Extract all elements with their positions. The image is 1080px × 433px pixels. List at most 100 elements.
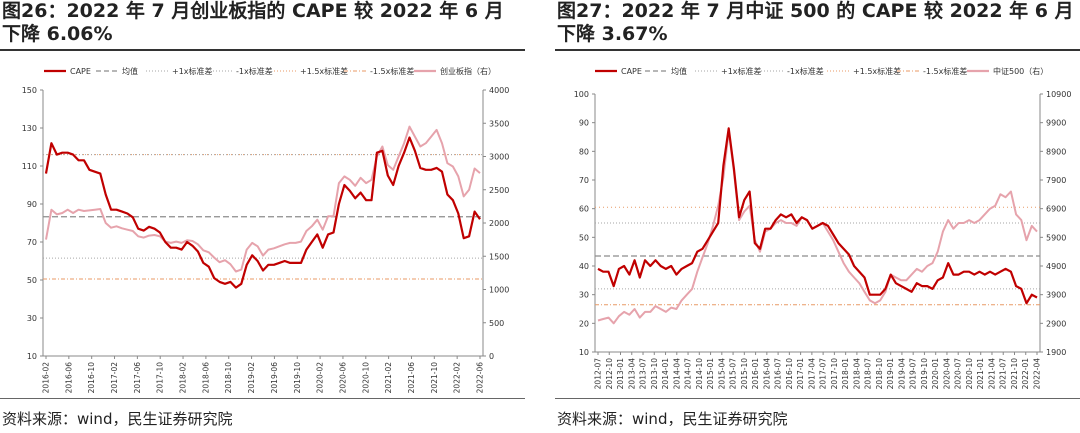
x-tick-label: 2015-01 (706, 358, 715, 390)
x-tick-label: 2018-04 (852, 358, 861, 390)
x-tick-label: 2020-01 (931, 358, 940, 390)
legend-label-minus1: -1x标准差 (787, 66, 824, 76)
left-y-tick-label: 30 (27, 314, 37, 323)
right-y-tick-label: 3900 (1046, 291, 1066, 300)
series-line-index (597, 130, 1038, 325)
left-y-tick-label: 20 (579, 319, 589, 328)
x-tick-label: 2021-02 (384, 362, 393, 394)
x-tick-label: 2021-07 (999, 358, 1008, 390)
x-tick-label: 2021-06 (407, 362, 416, 394)
right-y-tick-label: 500 (489, 319, 504, 328)
right-y-tick-label: 2500 (489, 186, 509, 195)
x-tick-label: 2020-02 (316, 362, 325, 394)
x-tick-label: 2019-06 (270, 362, 279, 394)
chart-title-left: 图26：2022 年 7 月创业板指的 CAPE 较 2022 年 6 月下降 … (2, 0, 504, 45)
x-tick-label: 2019-10 (920, 358, 929, 390)
x-tick-label: 2019-02 (247, 362, 256, 394)
left-y-tick-label: 90 (27, 200, 37, 209)
source-note-right: 资料来源：wind，民生证券研究院 (557, 410, 788, 428)
legend-label-mean: 均值 (671, 66, 687, 76)
x-tick-label: 2018-10 (224, 362, 233, 394)
x-tick-label: 2020-06 (338, 362, 347, 394)
left-y-tick-label: 10 (579, 348, 589, 357)
right-y-tick-label: 8900 (1046, 147, 1066, 156)
series-line-cape (597, 127, 1038, 305)
left-y-tick-label: 100 (574, 90, 589, 99)
title-divider (555, 49, 1080, 51)
x-tick-label: 2016-07 (774, 358, 783, 390)
x-tick-label: 2013-10 (650, 358, 659, 390)
left-y-tick-label: 150 (22, 86, 37, 95)
right-y-tick-label: 1000 (489, 286, 509, 295)
x-tick-label: 2020-10 (965, 358, 974, 390)
x-tick-label: 2019-07 (909, 358, 918, 390)
x-tick-label: 2022-04 (1033, 358, 1042, 390)
x-tick-label: 2016-01 (751, 358, 760, 390)
right-y-tick-label: 1500 (489, 252, 509, 261)
legend-label-minus1: -1x标准差 (236, 66, 273, 76)
x-tick-label: 2014-10 (695, 358, 704, 390)
x-tick-label: 2017-06 (133, 362, 142, 394)
x-tick-label: 2018-10 (875, 358, 884, 390)
right-y-tick-label: 9900 (1046, 119, 1066, 128)
left-y-tick-label: 10 (27, 352, 37, 361)
x-tick-label: 2017-01 (796, 358, 805, 390)
source-divider (555, 398, 1080, 399)
title-divider (0, 49, 525, 51)
left-y-tick-label: 30 (579, 291, 589, 300)
source-note-left: 资料来源：wind，民生证券研究院 (2, 410, 233, 428)
left-y-tick-label: 130 (22, 124, 37, 133)
right-y-tick-label: 4900 (1046, 262, 1066, 271)
x-tick-label: 2013-07 (639, 358, 648, 390)
x-tick-label: 2013-01 (616, 358, 625, 390)
x-tick-label: 2018-01 (841, 358, 850, 390)
x-tick-label: 2019-04 (897, 358, 906, 390)
plot-area-left: CAPE 均值 +1x标准差 -1x标准差 +1.5x标准差 -1.5x标准差 创业板指（右… (0, 52, 525, 396)
x-tick-label: 2016-10 (87, 362, 96, 394)
chart-title-right: 图27：2022 年 7 月中证 500 的 CAPE 较 2022 年 6 月… (557, 0, 1074, 45)
x-tick-label: 2021-04 (987, 358, 996, 390)
chart-panel-right: 图27：2022 年 7 月中证 500 的 CAPE 较 2022 年 6 月… (555, 0, 1080, 433)
right-y-tick-label: 2000 (489, 219, 509, 228)
legend-label-mean: 均值 (122, 66, 138, 76)
legend-label-cape: CAPE (70, 67, 91, 76)
legend-label-cape: CAPE (621, 67, 642, 76)
right-y-tick-label: 0 (489, 352, 494, 361)
x-tick-label: 2019-01 (886, 358, 895, 390)
legend-label-idx: 中证500（右） (993, 66, 1048, 76)
right-y-tick-label: 7900 (1046, 176, 1066, 185)
series-line-index (45, 125, 481, 273)
right-y-tick-label: 5900 (1046, 233, 1066, 242)
x-tick-label: 2015-04 (717, 358, 726, 390)
right-y-tick-label: 3000 (489, 153, 509, 162)
series-line-cape (44, 136, 481, 289)
x-tick-label: 2018-07 (864, 358, 873, 390)
x-tick-label: 2020-07 (954, 358, 963, 390)
x-tick-label: 2012-10 (605, 358, 614, 390)
right-y-tick-label: 6900 (1046, 205, 1066, 214)
x-tick-label: 2021-01 (976, 358, 985, 390)
legend-label-minus15: -1.5x标准差 (370, 66, 414, 76)
x-tick-label: 2016-04 (762, 358, 771, 390)
left-y-tick-label: 110 (22, 162, 37, 171)
x-tick-label: 2022-02 (453, 362, 462, 394)
left-y-tick-label: 90 (579, 119, 589, 128)
legend-label-plus1: +1x标准差 (172, 66, 213, 76)
x-tick-label: 2014-07 (684, 358, 693, 390)
left-y-tick-label: 40 (579, 262, 589, 271)
left-y-tick-label: 70 (27, 238, 37, 247)
left-y-tick-label: 70 (579, 176, 589, 185)
right-y-tick-label: 10900 (1046, 90, 1071, 99)
legend-label-minus15: -1.5x标准差 (923, 66, 967, 76)
left-y-tick-label: 80 (579, 147, 589, 156)
right-y-tick-label: 1900 (1046, 348, 1066, 357)
left-y-tick-label: 60 (579, 205, 589, 214)
x-tick-label: 2019-10 (293, 362, 302, 394)
legend-label-idx: 创业板指（右） (440, 66, 496, 76)
x-tick-label: 2022-06 (476, 362, 485, 394)
x-tick-label: 2022-01 (1021, 358, 1030, 390)
legend-label-plus1: +1x标准差 (721, 66, 762, 76)
x-tick-label: 2014-04 (672, 358, 681, 390)
chart-panel-left: 图26：2022 年 7 月创业板指的 CAPE 较 2022 年 6 月下降 … (0, 0, 525, 433)
source-divider (0, 398, 525, 399)
